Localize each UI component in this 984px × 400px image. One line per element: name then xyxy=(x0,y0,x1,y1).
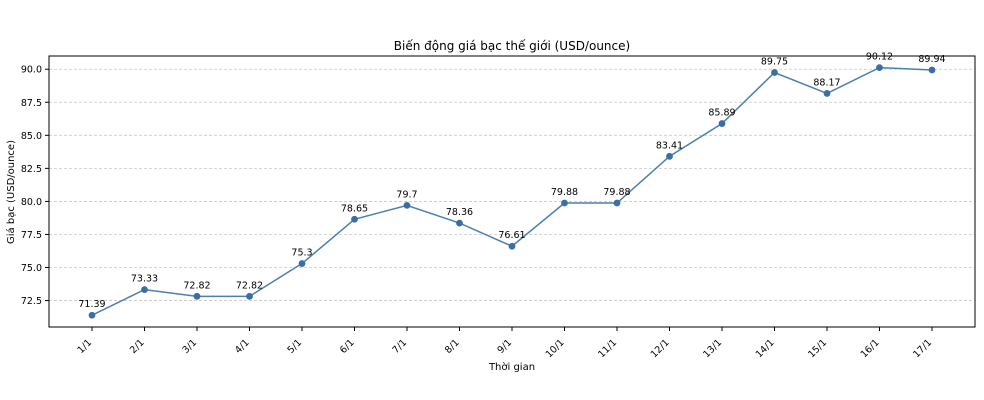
data-label: 78.36 xyxy=(446,207,473,218)
x-tick-label: 14/1 xyxy=(754,337,777,360)
data-point xyxy=(456,219,463,227)
series-line-group xyxy=(88,64,936,319)
y-tick-label: 80.0 xyxy=(21,197,42,208)
data-point xyxy=(561,199,568,207)
data-point xyxy=(666,152,673,160)
data-point xyxy=(141,286,148,293)
x-axis-label: Thời gian xyxy=(488,361,535,373)
y-tick-label: 85.0 xyxy=(21,131,42,142)
grid-lines xyxy=(49,68,975,301)
y-tick-label: 87.5 xyxy=(21,98,42,109)
plot-frame xyxy=(48,55,976,328)
x-tick-label: 12/1 xyxy=(649,337,672,360)
data-point xyxy=(928,66,936,74)
data-label: 73.33 xyxy=(131,274,158,285)
x-tick-label: 13/1 xyxy=(701,337,724,360)
data-point xyxy=(718,120,726,127)
y-tick-label: 77.5 xyxy=(21,230,42,241)
data-point xyxy=(193,292,201,300)
x-tick-label: 16/1 xyxy=(859,337,882,360)
y-tick-label: 72.5 xyxy=(21,296,42,307)
y-tick-label: 90.0 xyxy=(21,65,42,76)
data-label: 89.75 xyxy=(761,57,788,68)
data-label: 79.88 xyxy=(603,187,630,198)
data-point xyxy=(246,292,253,300)
data-label: 83.41 xyxy=(656,140,683,151)
x-axis-ticks: 1/1 2/1 3/1 4/1 5/1 6/1 7/1 8/1 9/1 10/1 11/1 12/1 1… xyxy=(76,327,934,360)
y-tick-label: 75.0 xyxy=(21,263,42,274)
data-point xyxy=(403,201,411,209)
data-label: 85.89 xyxy=(708,108,735,119)
data-point xyxy=(351,215,358,223)
data-point xyxy=(88,311,96,319)
data-point xyxy=(298,260,306,267)
data-point xyxy=(823,90,831,97)
data-label: 76.61 xyxy=(498,230,525,241)
x-tick-label: 15/1 xyxy=(806,337,829,360)
data-point xyxy=(508,242,516,250)
x-tick-label: 4/1 xyxy=(233,337,252,356)
x-tick-label: 3/1 xyxy=(181,337,200,356)
data-label: 79.88 xyxy=(551,187,578,198)
x-tick-label: 6/1 xyxy=(338,337,357,356)
x-tick-label: 8/1 xyxy=(443,337,462,356)
data-label: 75.3 xyxy=(291,248,312,259)
data-label: 71.39 xyxy=(78,299,105,310)
data-label: 90.12 xyxy=(866,52,893,63)
x-tick-label: 11/1 xyxy=(596,337,619,360)
x-tick-label: 5/1 xyxy=(286,337,305,356)
series-line xyxy=(91,66,933,316)
x-tick-label: 17/1 xyxy=(911,337,934,360)
data-label: 89.94 xyxy=(918,54,945,65)
x-tick-label: 9/1 xyxy=(496,337,515,356)
data-label: 72.82 xyxy=(236,280,263,291)
data-label: 78.65 xyxy=(341,203,368,214)
x-tick-label: 10/1 xyxy=(544,337,567,360)
data-point xyxy=(771,69,778,76)
x-tick-label: 1/1 xyxy=(76,337,95,356)
data-point xyxy=(613,199,621,207)
data-label: 88.17 xyxy=(813,77,840,88)
data-label: 79.7 xyxy=(396,189,417,200)
chart-title: Biến động giá bạc thế giới (USD/ounce) xyxy=(394,39,630,53)
y-tick-label: 82.5 xyxy=(21,164,42,175)
y-axis-label: Giá bạc (USD/ounce) xyxy=(5,140,17,244)
data-point xyxy=(876,64,883,72)
data-label: 72.82 xyxy=(183,280,210,291)
x-tick-label: 2/1 xyxy=(128,337,147,356)
x-tick-label: 7/1 xyxy=(391,337,410,356)
y-axis-ticks: 72.5 75.0 77.5 80.0 82.5 85.0 87.5 90.0 xyxy=(21,65,49,307)
data-labels: 71.39 73.33 72.82 72.82 75.3 78.65 79.7 78.36 76… xyxy=(78,52,945,311)
